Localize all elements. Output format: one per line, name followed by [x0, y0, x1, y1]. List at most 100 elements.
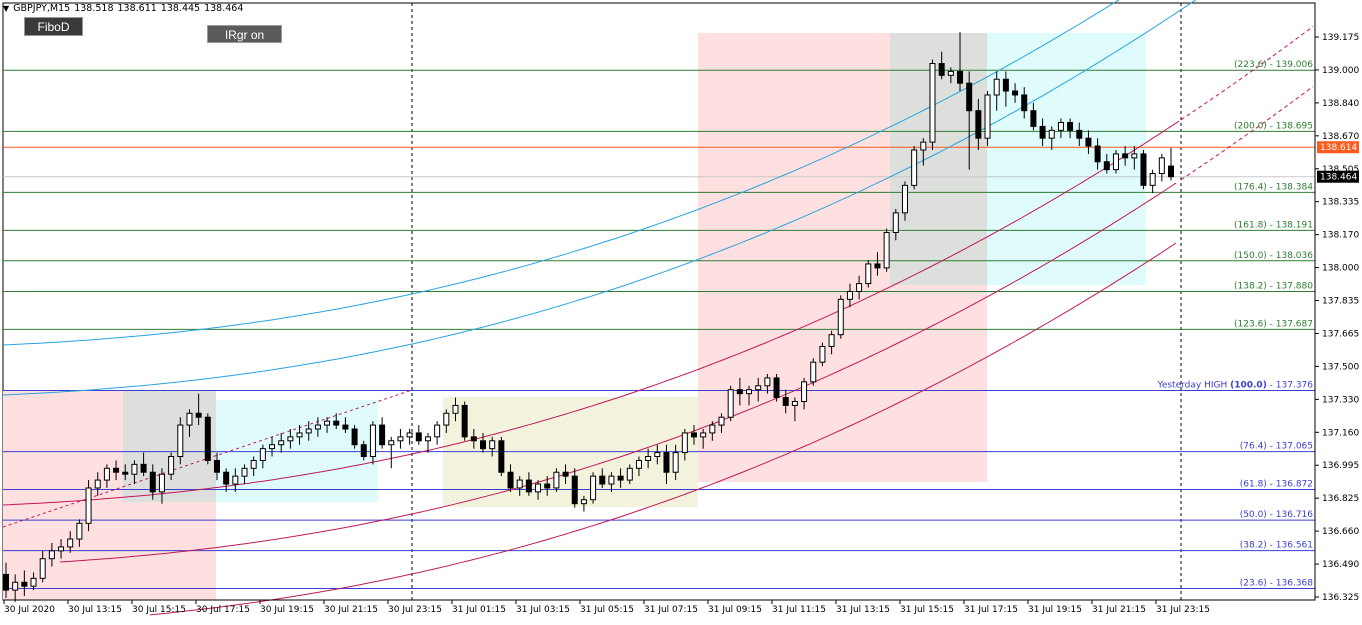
fibo-level-upper-label: (150.0) - 138.036 [1234, 251, 1313, 261]
candle-body [388, 440, 395, 446]
price-tick-label: 137.330 [1322, 395, 1359, 405]
fibo-level-lower-label: (61.8) - 136.872 [1240, 480, 1313, 490]
candle-body [957, 70, 964, 84]
candle-body [39, 558, 46, 579]
candle-body [1140, 153, 1147, 186]
time-tick-label: 30 Jul 2020 [4, 605, 55, 615]
candle-body [12, 581, 19, 591]
candle-body [626, 467, 633, 481]
fibo-level-upper-label: (200.0) - 138.695 [1234, 121, 1313, 131]
price-tick-label: 138.840 [1322, 99, 1359, 109]
candle-body [1002, 78, 1009, 92]
level-price-text: 138.614 [1320, 143, 1357, 153]
candle-body [874, 263, 881, 269]
candle-body [489, 440, 496, 450]
candle-body [149, 471, 156, 493]
fibo-level-lower-label: (76.4) - 137.065 [1240, 442, 1313, 452]
price-tick-label: 137.160 [1322, 428, 1359, 438]
candle-body [76, 522, 83, 540]
current-price-text: 138.464 [1320, 173, 1357, 183]
price-tick-label: 138.670 [1322, 132, 1359, 142]
candle-body [333, 420, 340, 426]
candle-body [1012, 90, 1019, 96]
candle-body [1067, 121, 1074, 131]
candle-body [342, 424, 349, 430]
candle-body [269, 444, 276, 450]
price-tick-label: 139.175 [1322, 33, 1359, 43]
candle-body [1021, 94, 1028, 112]
candle-body [213, 459, 220, 473]
price-tick-label: 137.835 [1322, 297, 1359, 307]
candle-body [690, 432, 697, 438]
time-tick-label: 31 Jul 23:15 [1156, 605, 1210, 615]
time-tick-label: 31 Jul 21:15 [1092, 605, 1146, 615]
candle-body [580, 499, 587, 505]
candle-body [122, 471, 129, 475]
fibod-button[interactable]: FiboD [24, 17, 83, 36]
candle-body [746, 389, 753, 395]
candle-body [911, 149, 918, 186]
candle-body [645, 456, 652, 461]
candle-body [397, 436, 404, 442]
candle-body [837, 298, 844, 336]
price-tick-label: 139.000 [1322, 66, 1359, 76]
candle-body [1039, 125, 1046, 139]
candle-body [901, 184, 908, 214]
yesterday-high-label: Yesterday HIGH (100.0) - 137.376 [1157, 380, 1314, 390]
current-price-badge [1317, 170, 1359, 183]
candle-body [1057, 121, 1064, 131]
candle-body [929, 63, 936, 143]
time-tick-label: 31 Jul 15:15 [900, 605, 954, 615]
candle-body [1131, 153, 1138, 159]
time-tick-label: 30 Jul 19:15 [260, 605, 314, 615]
time-tick-label: 31 Jul 09:15 [708, 605, 762, 615]
irgr-toggle-button[interactable]: IRgr on [207, 25, 282, 43]
candle-body [3, 573, 9, 591]
candle-body [672, 452, 679, 473]
candle-body [113, 467, 120, 473]
time-tick-label: 31 Jul 13:15 [836, 605, 890, 615]
regression-lower-2 [149, 242, 1177, 616]
candle-body [562, 471, 569, 477]
candle-body [452, 404, 459, 414]
zone-gray-2 [890, 33, 987, 285]
candle-body [1085, 137, 1092, 147]
candle-body [296, 432, 303, 438]
symbol-label: GBPJPY,M15 [13, 3, 71, 14]
candle-body [681, 432, 688, 454]
candle-body [250, 459, 257, 469]
candle-body [938, 63, 945, 76]
candle-body [415, 432, 422, 442]
candle-body [865, 263, 872, 285]
candle-body [635, 459, 642, 469]
candle-body [21, 581, 28, 587]
time-tick-label: 31 Jul 01:15 [452, 605, 506, 615]
candle-body [223, 471, 230, 485]
candle-body [966, 82, 973, 112]
candle-body [1158, 157, 1165, 175]
time-tick-label: 31 Jul 11:15 [772, 605, 826, 615]
candle-body [498, 440, 505, 473]
candle-body [1168, 165, 1174, 178]
fibo-level-lower-label: (50.0) - 136.716 [1240, 510, 1314, 520]
candle-body [1103, 161, 1110, 171]
candle-body [158, 473, 165, 493]
candle-body [434, 424, 441, 438]
price-tick-label: 137.665 [1322, 329, 1359, 339]
candle-body [259, 448, 266, 461]
time-tick-label: 31 Jul 17:15 [964, 605, 1018, 615]
candle-body [571, 475, 578, 505]
price-tick-label: 136.660 [1322, 527, 1359, 537]
close-value: 138.464 [204, 3, 244, 14]
time-tick-label: 31 Jul 07:15 [644, 605, 698, 615]
candle-body [1048, 129, 1055, 139]
chart-menu-icon[interactable]: ▼ [3, 4, 10, 13]
candle-body [544, 483, 551, 489]
price-tick-label: 136.995 [1322, 461, 1359, 471]
regression-mid [2, 120, 1180, 506]
candle-body [424, 436, 431, 442]
candle-body [773, 377, 780, 399]
price-tick-label: 138.000 [1322, 264, 1359, 274]
